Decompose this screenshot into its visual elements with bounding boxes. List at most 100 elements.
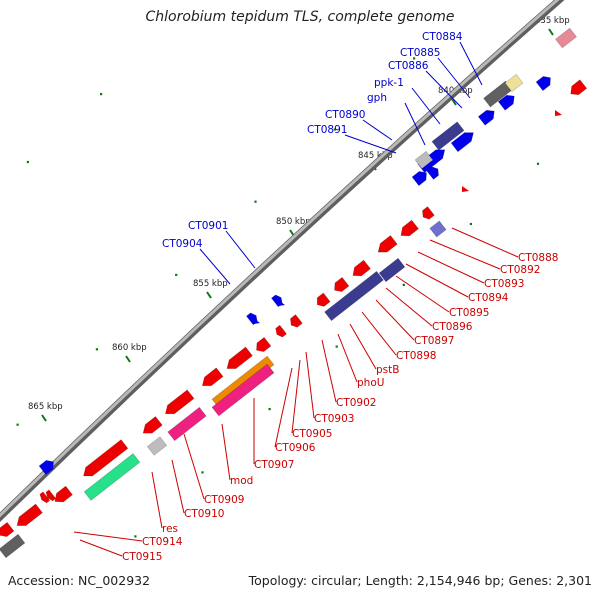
gene-label-reverse: phoU bbox=[357, 377, 384, 389]
feature-block bbox=[555, 27, 577, 49]
gene-label-reverse: CT0910 bbox=[184, 508, 224, 520]
gene-label-reverse: CT0888 bbox=[518, 252, 558, 264]
gene-label-reverse: CT0907 bbox=[254, 459, 294, 471]
feature-block-shape bbox=[431, 121, 465, 151]
forward-gene-arrow-shape bbox=[477, 109, 495, 126]
reverse-gene-arrow-shape bbox=[316, 292, 331, 307]
feature-block bbox=[83, 453, 141, 501]
reverse-gene-arrow bbox=[316, 292, 331, 307]
minor-tick-dot bbox=[536, 162, 540, 165]
gene-label-reverse: CT0893 bbox=[484, 278, 524, 290]
feature-block-shape bbox=[555, 27, 577, 49]
gene-features bbox=[0, 27, 588, 559]
gene-label-reverse: CT0902 bbox=[336, 397, 376, 409]
reverse-gene-arrow bbox=[45, 489, 57, 502]
leader-line-forward bbox=[362, 119, 393, 141]
kbp-label: 865 kbp bbox=[28, 402, 63, 412]
kbp-tick-mark bbox=[125, 355, 131, 363]
kbp-tick-mark bbox=[206, 291, 212, 299]
forward-gene-arrow bbox=[450, 132, 474, 153]
gene-label-reverse: CT0896 bbox=[432, 321, 473, 333]
minor-tick-dot bbox=[335, 345, 338, 348]
feature-block-shape bbox=[378, 257, 406, 283]
forward-gene-arrow bbox=[477, 109, 495, 126]
gene-label-reverse: CT0903 bbox=[314, 413, 354, 425]
reverse-gene-arrow bbox=[165, 389, 195, 415]
gene-label-reverse: CT0905 bbox=[292, 428, 332, 440]
reverse-gene-arrow-shape bbox=[54, 485, 73, 503]
gene-label-reverse: res bbox=[162, 523, 178, 535]
small-feature-marker bbox=[278, 300, 285, 306]
reverse-gene-arrow-shape bbox=[570, 79, 588, 96]
gene-label-forward: CT0885 bbox=[400, 47, 440, 59]
leader-line-reverse bbox=[221, 423, 231, 481]
gene-label-reverse: CT0892 bbox=[500, 264, 540, 276]
reverse-gene-arrow-shape bbox=[400, 219, 419, 237]
forward-gene-arrow bbox=[38, 460, 54, 476]
reverse-gene-arrow bbox=[142, 416, 163, 434]
reverse-gene-arrow bbox=[54, 485, 73, 503]
small-feature-marker bbox=[253, 318, 260, 324]
reverse-gene-arrow bbox=[352, 259, 371, 277]
feature-block-shape bbox=[324, 270, 384, 322]
feature-block bbox=[0, 533, 26, 559]
reverse-gene-arrow-shape bbox=[45, 489, 57, 502]
leader-line-forward bbox=[225, 230, 256, 269]
feature-block bbox=[324, 270, 384, 322]
feature-block-shape bbox=[211, 363, 275, 417]
reverse-gene-arrow bbox=[39, 491, 51, 504]
leader-line-reverse bbox=[451, 227, 519, 258]
feature-block bbox=[504, 73, 524, 93]
gene-label-reverse: pstB bbox=[376, 364, 399, 376]
feature-block-shape bbox=[83, 453, 141, 501]
leader-line-reverse bbox=[274, 367, 293, 448]
leader-line-reverse bbox=[291, 359, 301, 434]
small-feature-marker bbox=[462, 186, 469, 192]
leader-line-reverse bbox=[305, 351, 315, 419]
leader-line-reverse bbox=[349, 323, 377, 370]
reverse-gene-arrow-shape bbox=[377, 235, 398, 253]
gene-label-reverse: CT0909 bbox=[204, 494, 244, 506]
accession-text: Accession: NC_002932 bbox=[8, 573, 151, 588]
gene-label-reverse: mod bbox=[230, 475, 253, 487]
leader-line-reverse bbox=[375, 299, 415, 341]
small-feature-marker bbox=[555, 110, 562, 116]
gene-label-reverse: CT0915 bbox=[122, 551, 162, 563]
leader-line-forward bbox=[199, 248, 231, 285]
feature-block-shape bbox=[146, 436, 168, 456]
topology-summary: Topology: circular; Length: 2,154,946 bp… bbox=[248, 573, 592, 588]
minor-tick-dot bbox=[254, 200, 257, 203]
leader-line-forward bbox=[459, 41, 483, 86]
gene-label-reverse: CT0895 bbox=[449, 307, 489, 319]
gene-label-reverse: CT0897 bbox=[414, 335, 454, 347]
minor-tick-dot bbox=[16, 423, 19, 426]
forward-gene-arrow-shape bbox=[38, 460, 54, 476]
reverse-gene-arrow bbox=[0, 521, 15, 537]
leader-line-reverse bbox=[79, 539, 123, 557]
reverse-gene-arrow-shape bbox=[201, 367, 224, 387]
reverse-gene-arrow-shape bbox=[142, 416, 163, 434]
reverse-gene-arrow-shape bbox=[275, 324, 287, 338]
gene-label-reverse: CT0914 bbox=[142, 536, 183, 548]
leader-line-reverse bbox=[183, 433, 205, 500]
forward-gene-arrow-shape bbox=[497, 94, 515, 111]
kbp-label: 835 kbp bbox=[535, 16, 570, 26]
reverse-gene-arrow bbox=[377, 235, 398, 253]
kbp-label: 860 kbp bbox=[112, 343, 147, 353]
reverse-gene-arrow-shape bbox=[256, 336, 272, 352]
minor-tick-dot bbox=[268, 408, 271, 411]
feature-block-shape bbox=[504, 73, 524, 93]
reverse-gene-arrow-shape bbox=[352, 259, 371, 277]
feature-block bbox=[167, 406, 207, 442]
label-leader-lines bbox=[73, 41, 519, 557]
gene-label-forward: CT0884 bbox=[422, 31, 463, 43]
leader-line-forward bbox=[404, 102, 426, 146]
leader-line-reverse bbox=[395, 275, 450, 313]
leader-line-reverse bbox=[385, 287, 433, 327]
gene-label-reverse: CT0894 bbox=[468, 292, 509, 304]
reverse-gene-arrow-shape bbox=[422, 206, 435, 220]
forward-gene-arrow-shape bbox=[426, 166, 439, 180]
